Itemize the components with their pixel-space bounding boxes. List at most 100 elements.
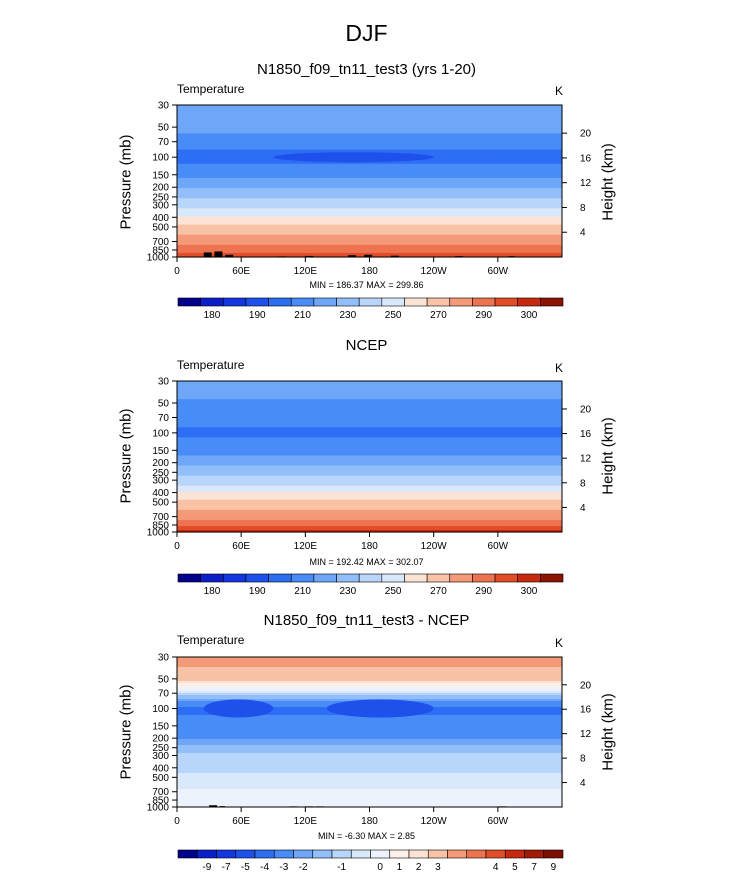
field-band [177,685,562,688]
colorbar-label: 5 [512,862,518,873]
field-band [177,505,562,509]
y-tick-label: 30 [158,653,170,664]
y-tick-label: 70 [158,689,170,700]
field-band [177,723,562,726]
colorbar-swatch [485,849,506,859]
field-band [177,121,562,124]
colorbar-label: 300 [521,310,538,321]
field-band [177,501,562,505]
field-band [177,487,562,491]
field-band [177,743,562,746]
colorbar-label: 250 [385,310,402,321]
field-band [177,687,562,690]
field-band [177,449,562,453]
height-tick-label: 20 [580,129,592,140]
field-band [177,769,562,772]
field-band [177,757,562,760]
x-tick-label: 0 [174,541,180,552]
field-band [177,481,562,485]
field-band [177,783,562,786]
field-band [177,139,562,143]
field-band [177,163,562,167]
panel-3-stats: MIN = -6.30 MAX = 2.85 [317,831,416,841]
colorbar-label: -9 [202,862,211,873]
colorbar-label: 250 [385,586,402,597]
field-band [177,729,562,732]
y-tick-label: 200 [152,734,169,745]
colorbar-label: -5 [241,862,250,873]
colorbar-swatch [312,849,333,859]
field-band [177,485,562,489]
field-band [177,381,562,384]
field-band [177,145,562,149]
field-band [177,431,562,434]
y-tick-label: 30 [158,377,170,388]
y-tick-label: 1000 [147,803,170,814]
y-tick-label: 700 [152,512,169,523]
field-band [177,661,562,664]
y-tick-label: 850 [152,521,169,532]
field-band [177,657,562,660]
y-tick-label: 700 [152,237,169,248]
field-band [177,781,562,784]
field-band [177,236,562,240]
field-band [177,391,562,394]
field-band [177,519,562,523]
field-band [177,137,562,141]
field-band [177,775,562,778]
x-tick-label: 180 [361,816,378,827]
field-band [177,218,562,222]
y-tick-label: 850 [152,245,169,256]
field-band [177,791,562,794]
field-band [177,403,562,406]
field-band [177,767,562,770]
field-band [177,232,562,236]
height-tick-label: 4 [580,503,586,514]
field-band [177,417,562,420]
field-band [177,246,562,250]
field-band [177,451,562,455]
colorbar-label: 1 [397,862,403,873]
y-tick-label: 250 [152,192,169,203]
field-band [177,194,562,197]
field-band [177,234,562,238]
colorbar-swatch [350,849,371,859]
colorbar-label: 4 [493,862,499,873]
colorbar-label: -7 [222,862,231,873]
field-band [177,435,562,438]
colorbar-label: 290 [475,586,492,597]
field-bands [177,657,562,808]
field-band [177,208,562,211]
field-band [177,433,562,436]
colorbar-label: 290 [475,310,492,321]
field-band [177,427,562,430]
topography-block [348,255,357,257]
field-band [177,244,562,248]
y-tick-label: 250 [152,743,169,754]
colorbar: -9 -7 -5 -4 -3 -2 -1 0 1 2 3 4 5 7 9 [177,849,564,873]
field-band [177,521,562,525]
y-tick-label: 150 [152,446,169,457]
topography-block [225,254,234,257]
field-band [177,190,562,193]
field-band [177,755,562,758]
panel-3-units: K [555,636,564,650]
height-tick-label: 12 [580,178,592,189]
field-band [177,453,562,457]
field-band [177,135,562,139]
field-band [177,395,562,398]
x-tick-label: 60E [232,541,250,552]
x-tick-label: 0 [174,266,180,277]
colorbar-label: 0 [377,862,383,873]
field-band [177,409,562,412]
field-band [177,421,562,424]
x-tick-label: 120E [294,816,318,827]
panel-2-plot: 3050701001502002503004005007008501000481… [147,377,592,598]
y-tick-label: 400 [152,213,169,224]
colorbar-swatch [543,849,564,859]
field-band [177,198,562,201]
field-band [177,761,562,764]
panel-2-title: NCEP [345,337,388,354]
y-tick-label: 100 [152,704,169,715]
field-band [177,226,562,230]
